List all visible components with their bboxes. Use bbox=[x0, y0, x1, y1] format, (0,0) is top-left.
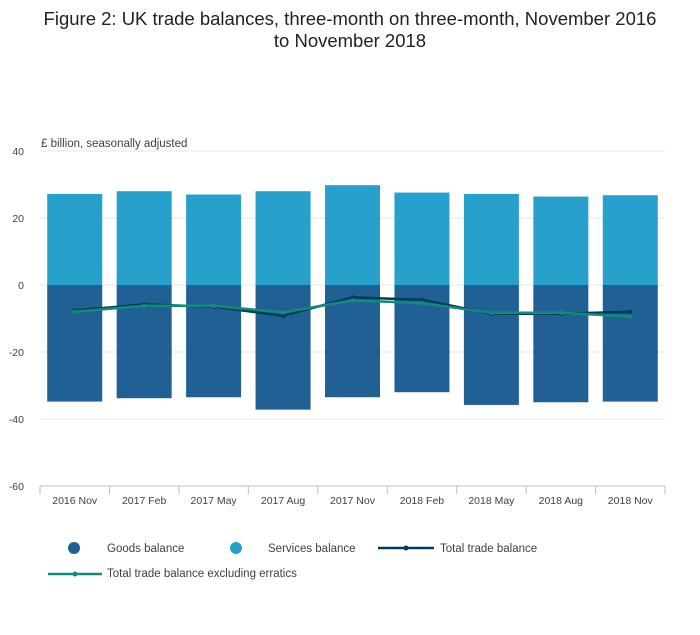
bar-services-balance bbox=[186, 194, 242, 285]
x-tick-label: 2018 May bbox=[468, 495, 515, 507]
legend-marker-services bbox=[230, 542, 242, 554]
point-total-excl-erratics bbox=[141, 303, 147, 308]
y-tick-label: 40 bbox=[12, 146, 24, 158]
point-total-excl-erratics bbox=[72, 309, 77, 314]
y-tick-label: -20 bbox=[9, 347, 24, 359]
x-tick-label: 2018 Feb bbox=[400, 495, 445, 507]
y-axis-label: £ billion, seasonally adjusted bbox=[41, 138, 187, 150]
bar-services-balance bbox=[116, 191, 172, 285]
bar-goods-balance bbox=[255, 285, 311, 410]
bar-services-balance bbox=[533, 196, 589, 285]
bar-services-balance bbox=[325, 185, 380, 285]
bar-goods-balance bbox=[602, 285, 658, 402]
bar-goods-balance bbox=[47, 285, 103, 402]
bar-services-balance bbox=[602, 195, 658, 285]
x-tick-label: 2018 Aug bbox=[539, 495, 584, 507]
y-tick-label: -60 bbox=[9, 481, 24, 493]
x-tick-label: 2016 Nov bbox=[52, 495, 98, 507]
point-total-excl-erratics bbox=[211, 303, 216, 308]
legend-marker-goods bbox=[68, 542, 80, 554]
y-tick-label: 0 bbox=[18, 280, 24, 292]
x-tick-label: 2018 Nov bbox=[608, 495, 654, 507]
legend-marker-total-excl-erratics-dot bbox=[72, 571, 78, 577]
x-tick-label: 2017 Nov bbox=[330, 495, 376, 507]
chart-title-line-1: Figure 2: UK trade balances, three-month… bbox=[43, 8, 657, 29]
bar-goods-balance bbox=[463, 285, 519, 405]
point-total-excl-erratics bbox=[489, 310, 494, 316]
y-tick-label: -40 bbox=[9, 414, 24, 426]
point-total-trade-balance bbox=[419, 297, 425, 302]
bar-goods-balance bbox=[116, 285, 172, 399]
y-tick-label: 20 bbox=[12, 213, 24, 225]
chart-title: Figure 2: UK trade balances, three-month… bbox=[0, 8, 700, 52]
point-total-trade-balance bbox=[628, 309, 633, 314]
point-total-excl-erratics bbox=[350, 298, 355, 303]
point-total-excl-erratics bbox=[628, 314, 633, 319]
x-tick-label: 2017 Aug bbox=[261, 495, 306, 507]
point-total-excl-erratics bbox=[419, 300, 425, 306]
bar-goods-balance bbox=[186, 285, 242, 398]
bar-goods-balance bbox=[533, 285, 589, 403]
point-total-excl-erratics bbox=[280, 310, 286, 315]
legend-marker-total-dot bbox=[403, 545, 409, 551]
bar-services-balance bbox=[394, 192, 450, 285]
x-tick-label: 2017 Feb bbox=[122, 495, 167, 507]
bar-services-balance bbox=[463, 193, 519, 285]
point-total-trade-balance bbox=[350, 295, 355, 300]
chart-title-line-2: to November 2018 bbox=[273, 30, 427, 51]
bar-services-balance bbox=[47, 193, 103, 285]
x-tick-label: 2017 May bbox=[191, 495, 238, 507]
point-total-excl-erratics bbox=[558, 310, 564, 316]
bar-services-balance bbox=[255, 191, 311, 285]
point-total-trade-balance bbox=[280, 313, 286, 319]
